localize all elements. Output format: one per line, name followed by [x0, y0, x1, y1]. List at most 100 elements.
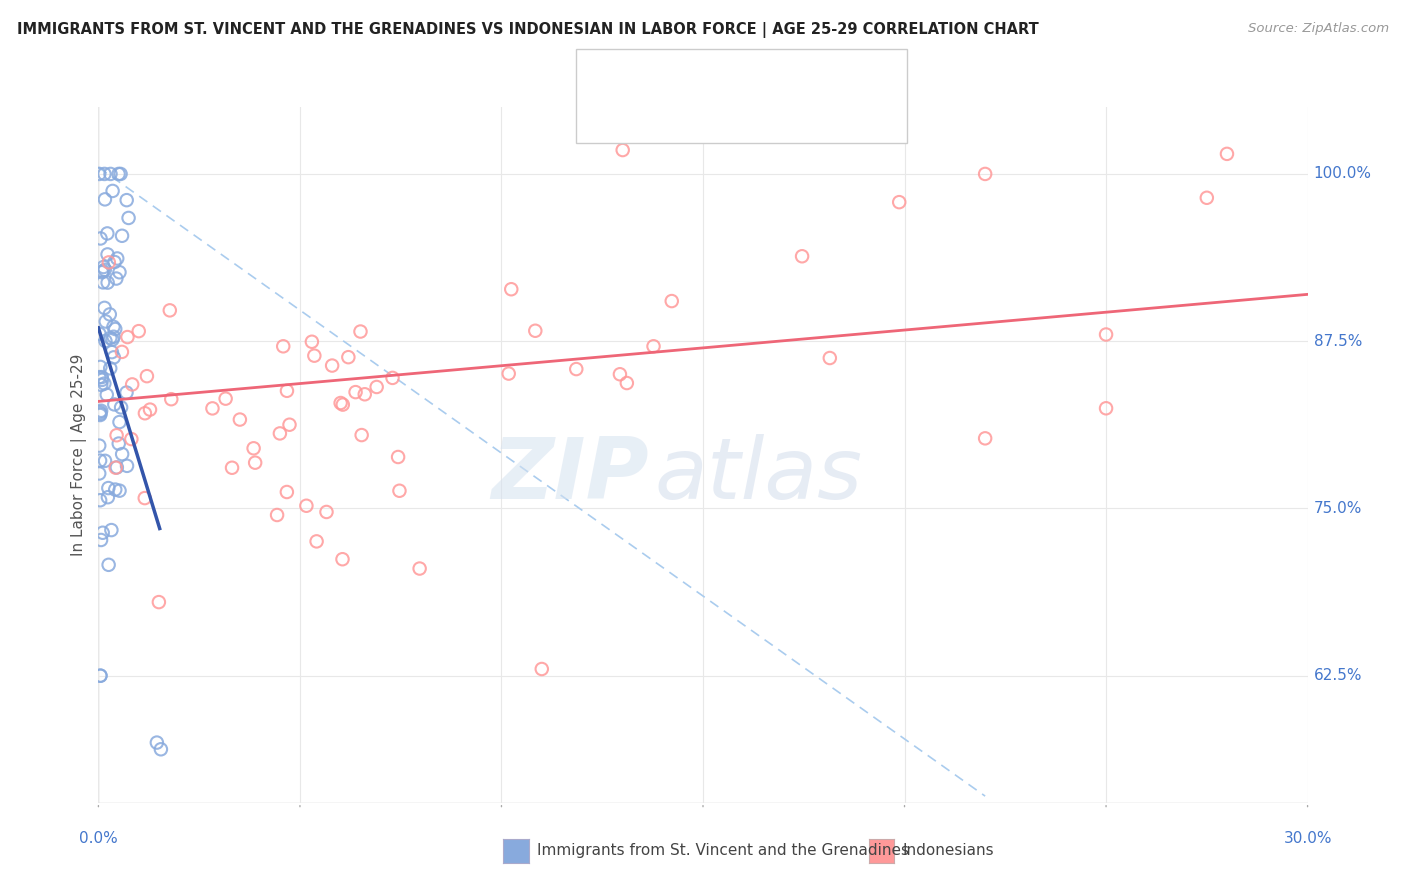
Point	[104, 460, 127, 475]
Point	[565, 362, 588, 376]
Point	[498, 367, 520, 381]
Point	[278, 417, 301, 432]
Text: 87.5%: 87.5%	[1313, 334, 1362, 349]
Point	[108, 415, 131, 429]
Point	[96, 388, 118, 402]
Point	[98, 331, 121, 345]
Point	[93, 301, 115, 315]
Text: atlas: atlas	[655, 434, 863, 517]
Point	[381, 371, 404, 385]
Point	[1095, 327, 1118, 342]
Point	[89, 370, 111, 384]
Point	[89, 493, 111, 508]
Point	[101, 345, 124, 359]
Point	[350, 428, 373, 442]
Point	[91, 373, 114, 387]
Text: ZIP: ZIP	[491, 434, 648, 517]
Point	[100, 167, 122, 181]
Point	[501, 282, 523, 296]
Text: 62.5%: 62.5%	[1313, 668, 1362, 683]
Point	[89, 405, 111, 419]
Point	[117, 211, 139, 225]
Point	[148, 595, 170, 609]
Point	[89, 439, 111, 453]
Point	[269, 426, 291, 441]
Point	[105, 252, 128, 266]
Point	[91, 276, 114, 290]
Point	[120, 432, 142, 446]
Point	[242, 442, 264, 456]
Point	[337, 350, 360, 364]
Point	[115, 458, 138, 473]
Point	[612, 143, 634, 157]
Text: R =: R =	[637, 106, 673, 124]
Point	[94, 454, 117, 468]
Point	[276, 384, 298, 398]
Point	[159, 303, 181, 318]
Point	[94, 192, 117, 206]
Point	[332, 398, 354, 412]
Text: 0.0%: 0.0%	[79, 830, 118, 846]
Point	[1216, 147, 1239, 161]
Point	[103, 319, 125, 334]
Point	[103, 351, 125, 365]
Point	[115, 193, 138, 207]
Point	[974, 167, 997, 181]
Point	[90, 378, 112, 392]
Point	[89, 359, 111, 374]
Text: 0.213: 0.213	[682, 106, 745, 124]
Point	[110, 401, 132, 415]
Point	[97, 276, 120, 290]
Point	[332, 552, 354, 566]
Point	[321, 359, 343, 373]
Point	[93, 376, 115, 391]
Point	[97, 481, 120, 495]
Point	[1195, 191, 1218, 205]
Point	[98, 361, 121, 376]
Point	[214, 392, 236, 406]
Point	[609, 368, 631, 382]
Point	[121, 377, 143, 392]
Point	[117, 330, 139, 344]
Point	[89, 669, 111, 683]
Point	[276, 485, 298, 500]
Point	[387, 450, 409, 464]
Point	[89, 669, 111, 683]
Point	[98, 307, 121, 321]
Point	[353, 387, 375, 401]
Point	[97, 558, 120, 572]
Point	[243, 456, 266, 470]
Text: 72: 72	[794, 68, 820, 86]
Point	[103, 330, 125, 344]
Point	[93, 260, 115, 274]
Point	[96, 247, 118, 261]
Point	[134, 491, 156, 505]
Point	[108, 483, 131, 498]
Text: Source: ZipAtlas.com: Source: ZipAtlas.com	[1249, 22, 1389, 36]
Point	[889, 195, 911, 210]
Point	[134, 406, 156, 420]
Text: Indonesians: Indonesians	[903, 844, 994, 858]
Point	[408, 561, 430, 575]
Point	[91, 525, 114, 540]
Point	[90, 403, 112, 417]
Y-axis label: In Labor Force | Age 25-29: In Labor Force | Age 25-29	[72, 354, 87, 556]
Point	[643, 339, 665, 353]
Point	[111, 228, 134, 243]
Point	[101, 333, 124, 347]
Point	[139, 402, 162, 417]
Text: Immigrants from St. Vincent and the Grenadines: Immigrants from St. Vincent and the Gren…	[537, 844, 910, 858]
Point	[104, 322, 127, 336]
Point	[221, 460, 243, 475]
Point	[89, 231, 111, 245]
Point	[105, 460, 128, 475]
Point	[530, 662, 553, 676]
Point	[108, 265, 131, 279]
Point	[96, 227, 118, 241]
Point	[104, 483, 127, 497]
Text: 30.0%: 30.0%	[1284, 830, 1331, 846]
Text: 75.0%: 75.0%	[1313, 501, 1362, 516]
Point	[111, 344, 134, 359]
Point	[661, 294, 683, 309]
Point	[329, 396, 352, 410]
